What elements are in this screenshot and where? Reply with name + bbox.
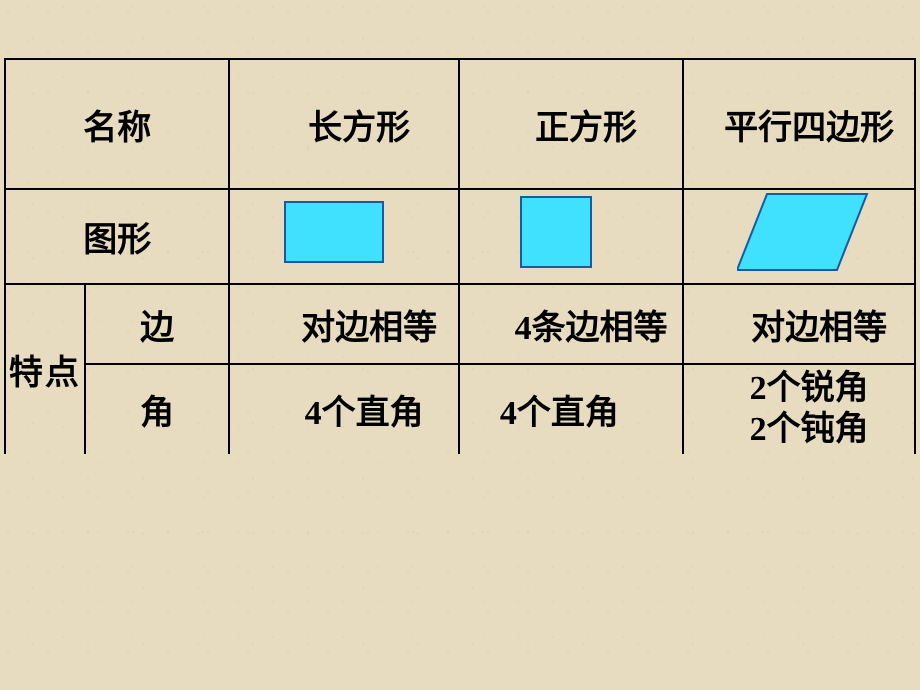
cell-parallelogram-side: 对边相等 <box>683 284 915 364</box>
table-row-angle: 角 4个直角 4个直角 2个锐角 2个钝角 <box>5 364 915 454</box>
cell-square-side: 4条边相等 <box>459 284 683 364</box>
table-row-shape: 图形 <box>5 189 915 284</box>
header-side: 边 <box>85 284 230 364</box>
header-shape: 图形 <box>5 189 229 284</box>
quadrilateral-comparison-table: 名称 长方形 正方形 平行四边形 图形 特点 边 对边相等 4条边相等 对边相等… <box>4 58 916 454</box>
cell-shape-square <box>459 189 683 284</box>
cell-square-angle: 4个直角 <box>459 364 683 454</box>
square-icon <box>520 196 592 268</box>
cell-parallelogram-angle: 2个锐角 2个钝角 <box>683 364 915 454</box>
parallelogram-angle-line1: 2个锐角 <box>704 369 914 410</box>
table-row-name: 名称 长方形 正方形 平行四边形 <box>5 59 915 189</box>
cell-shape-parallelogram <box>683 189 915 284</box>
cell-rectangle-angle: 4个直角 <box>229 364 458 454</box>
header-rectangle: 长方形 <box>229 59 458 189</box>
cell-shape-rectangle <box>229 189 458 284</box>
header-square: 正方形 <box>459 59 683 189</box>
header-name: 名称 <box>5 59 229 189</box>
header-parallelogram: 平行四边形 <box>683 59 915 189</box>
header-features: 特点 <box>5 284 85 454</box>
header-angle: 角 <box>85 364 230 454</box>
rectangle-icon <box>284 201 384 263</box>
cell-rectangle-side: 对边相等 <box>229 284 458 364</box>
parallelogram-angle-line2: 2个钝角 <box>704 410 914 451</box>
table-row-side: 特点 边 对边相等 4条边相等 对边相等 <box>5 284 915 364</box>
parallelogram-icon <box>737 190 872 283</box>
